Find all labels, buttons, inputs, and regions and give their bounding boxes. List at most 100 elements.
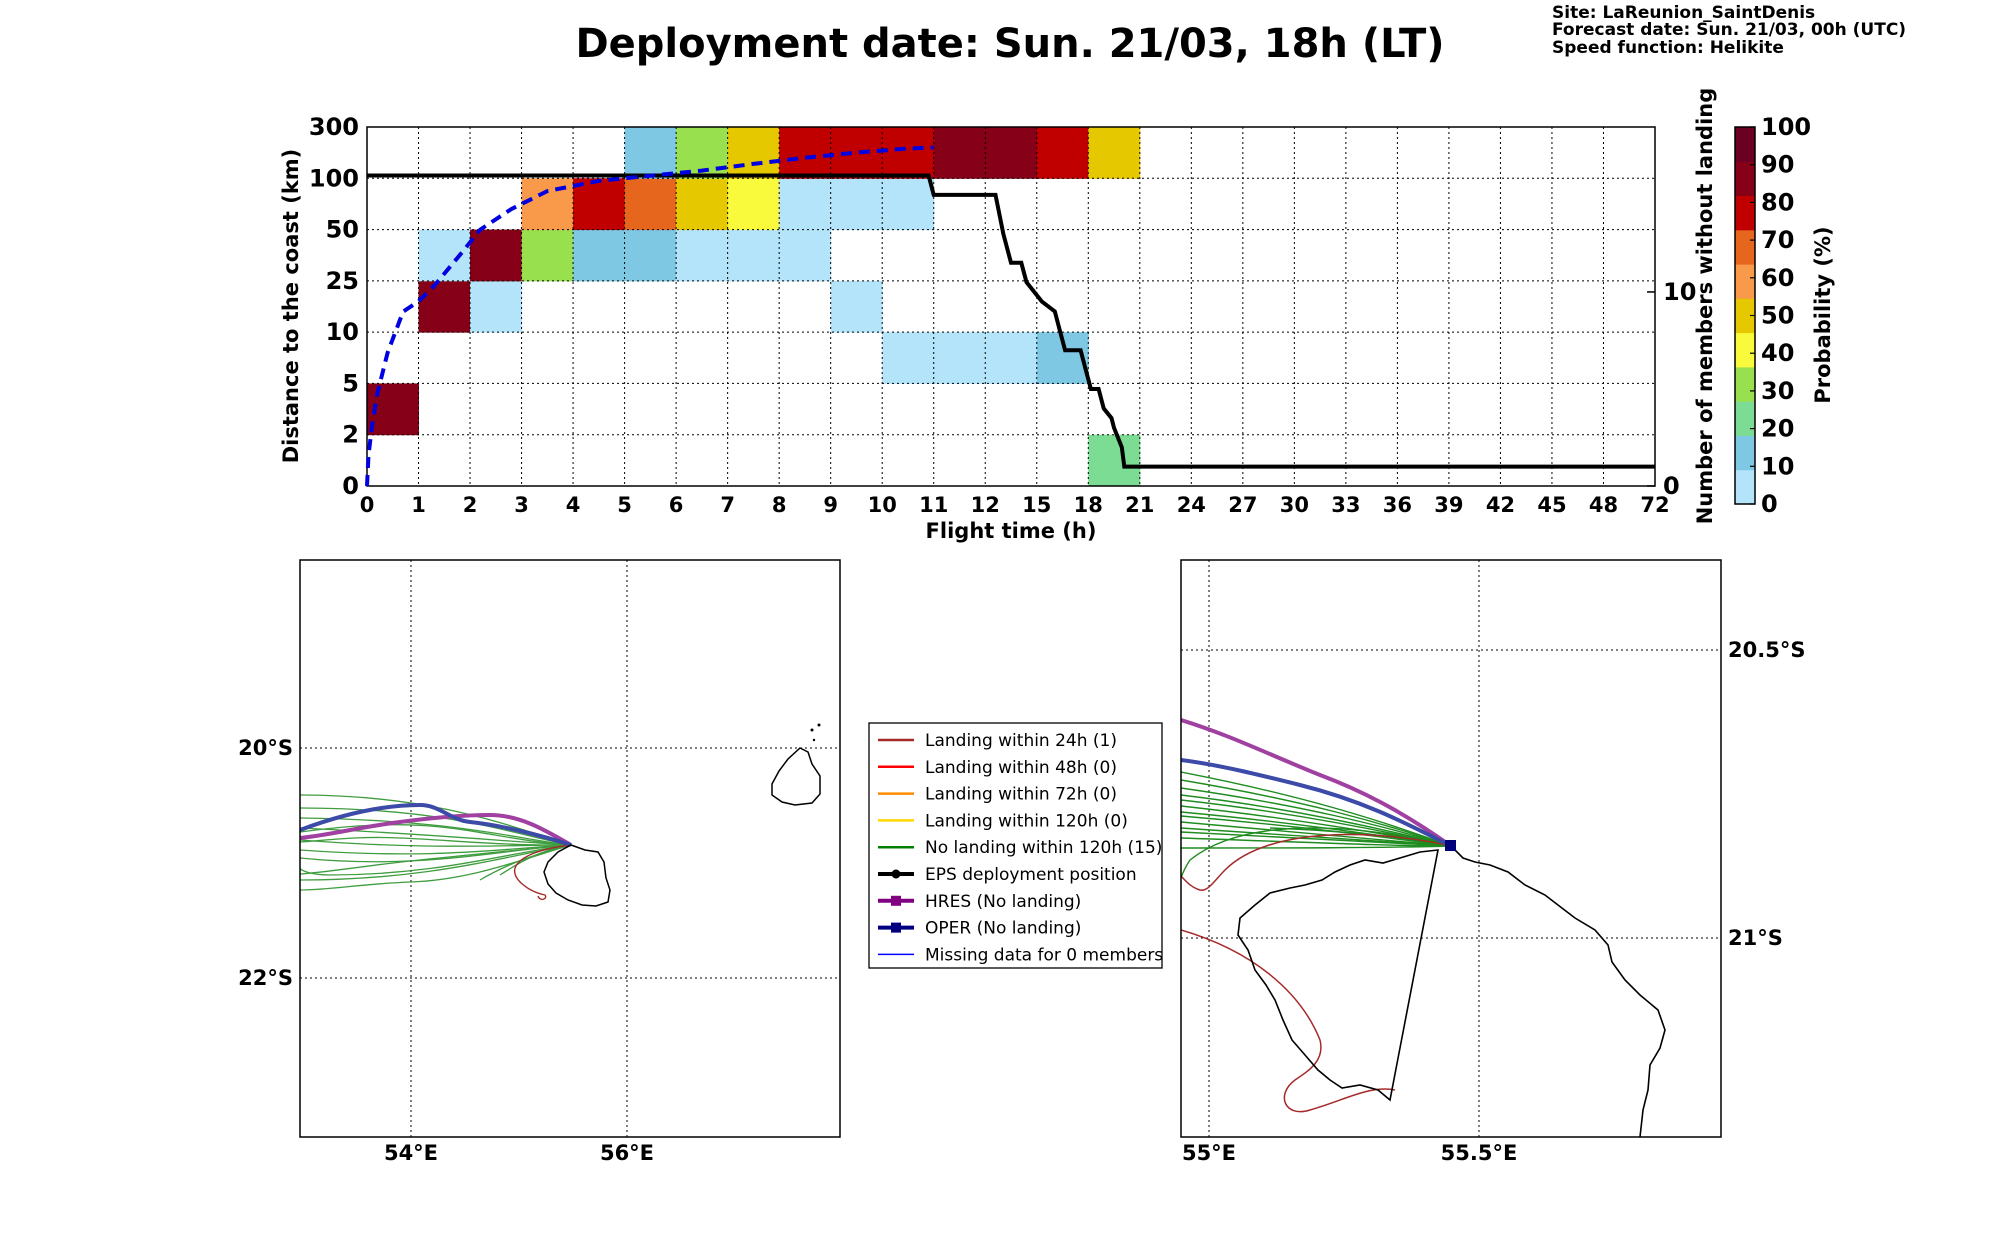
colorbar-tick-label: 60 bbox=[1761, 264, 1794, 292]
overview-oper-trajectory bbox=[300, 802, 572, 847]
overview-map: 54°E 56°E 20°S 22°S bbox=[238, 559, 841, 1165]
x-tick-label: 9 bbox=[823, 493, 838, 517]
legend-label: Landing within 72h (0) bbox=[925, 785, 1117, 805]
x-tick-label: 36 bbox=[1383, 493, 1412, 517]
members-without-landing-line bbox=[367, 173, 1655, 469]
speed-label: Speed function: Helikite bbox=[1552, 38, 1784, 58]
x-tick-label: 1 bbox=[411, 493, 426, 517]
legend-label: No landing within 120h (15) bbox=[925, 838, 1162, 858]
legend-item: OPER (No landing) bbox=[878, 919, 1081, 939]
y2-tick-labels: 0 10 bbox=[1647, 278, 1696, 500]
heatmap-cell bbox=[624, 127, 677, 179]
colorbar-tick-label: 20 bbox=[1761, 415, 1794, 443]
heatmap-cell bbox=[779, 178, 832, 231]
y-tick-label: 2 bbox=[342, 421, 359, 449]
x-tick-label: 3 bbox=[514, 493, 529, 517]
overview-lon-tick-54: 54°E bbox=[384, 1141, 438, 1165]
heatmap-cell bbox=[470, 280, 523, 333]
heatmap-cell bbox=[830, 280, 883, 333]
heatmap-cell bbox=[1088, 127, 1141, 179]
x-tick-label: 72 bbox=[1640, 493, 1669, 517]
zoom-map: 55°E 55.5°E 20.5°S 21°S bbox=[1180, 559, 1805, 1165]
colorbar-tick-label: 90 bbox=[1761, 151, 1794, 179]
heatmap-cell bbox=[882, 127, 935, 179]
heatmap-frame bbox=[366, 126, 1656, 487]
heatmap-cell bbox=[1088, 434, 1141, 487]
zoom-lat-tick-21: 21°S bbox=[1728, 926, 1783, 950]
zoom-map-frame bbox=[1180, 559, 1722, 1138]
colorbar-tick-label: 40 bbox=[1761, 339, 1794, 367]
colorbar-segment bbox=[1735, 195, 1755, 231]
rodrigues-dot-2 bbox=[817, 723, 821, 727]
legend-item: Landing within 24h (1) bbox=[878, 731, 1117, 751]
legend-swatch-square bbox=[891, 922, 901, 933]
site-label: Site: LaReunion_SaintDenis bbox=[1552, 3, 1815, 23]
legend-swatch-dot bbox=[891, 869, 901, 879]
x-tick-label: 48 bbox=[1589, 493, 1618, 517]
overview-landing-trajectory bbox=[514, 844, 572, 901]
heatmap-cell bbox=[676, 178, 729, 231]
legend-label: Missing data for 0 members bbox=[925, 945, 1163, 965]
legend-label: OPER (No landing) bbox=[925, 919, 1081, 939]
heatmap-cell bbox=[933, 127, 986, 179]
x-tick-label: 11 bbox=[919, 493, 948, 517]
x-tick-label: 42 bbox=[1486, 493, 1515, 517]
legend-item: EPS deployment position bbox=[878, 865, 1137, 885]
legend-swatch-square bbox=[891, 895, 901, 906]
colorbar-tick-label: 10 bbox=[1761, 452, 1794, 480]
y-tick-label: 300 bbox=[309, 113, 359, 141]
colorbar-tick-labels: 0 10 20 30 40 50 60 70 80 90 100 bbox=[1750, 113, 1811, 518]
colorbar-segment bbox=[1735, 161, 1755, 197]
y-axis-label: Distance to the coast (km) bbox=[279, 149, 303, 464]
heatmap-cell bbox=[985, 127, 1038, 179]
x-tick-label: 8 bbox=[772, 493, 787, 517]
x-tick-label: 5 bbox=[617, 493, 632, 517]
heatmap-cell bbox=[1036, 127, 1089, 179]
heatmap-cell bbox=[882, 332, 935, 384]
zoom-lat-tick-205: 20.5°S bbox=[1728, 638, 1805, 662]
y-tick-label: 25 bbox=[326, 267, 359, 295]
colorbar-label: Probability (%) bbox=[1811, 226, 1835, 403]
heatmap-cell bbox=[727, 229, 780, 282]
heatmap-cell bbox=[882, 178, 935, 231]
page-title: Deployment date: Sun. 21/03, 18h (LT) bbox=[575, 21, 1444, 67]
colorbar-segment bbox=[1735, 127, 1755, 162]
heatmap-cell bbox=[573, 178, 626, 231]
colorbar-tick-label: 80 bbox=[1761, 188, 1794, 216]
colorbar-tick-label: 70 bbox=[1761, 226, 1794, 254]
colorbar-tick-label: 0 bbox=[1761, 490, 1778, 518]
heatmap-cell bbox=[830, 127, 883, 179]
reunion-island-large bbox=[1237, 845, 1666, 1137]
x-tick-label: 2 bbox=[463, 493, 478, 517]
x-tick-label: 18 bbox=[1074, 493, 1103, 517]
colorbar-segments bbox=[1735, 127, 1755, 505]
legend-label: Landing within 24h (1) bbox=[925, 731, 1117, 751]
heatmap-cell bbox=[727, 127, 780, 179]
zoom-hres-trajectory bbox=[1181, 718, 1453, 848]
legend-frame bbox=[868, 722, 1163, 969]
x-tick-labels: 0 1 2 3 4 5 6 7 8 9 10 11 12 15 18 21 24 27 30 33 36 39 42 45 48… bbox=[360, 493, 1670, 517]
x-tick-label: 27 bbox=[1228, 493, 1257, 517]
y2-tick-label: 0 bbox=[1663, 472, 1680, 500]
x-tick-label: 24 bbox=[1177, 493, 1206, 517]
overview-lat-tick-22: 22°S bbox=[238, 966, 293, 990]
deployment-position-marker bbox=[1445, 840, 1456, 851]
colorbar-segment bbox=[1735, 229, 1755, 265]
x-tick-label: 7 bbox=[720, 493, 735, 517]
zoom-landing-trajectory bbox=[1181, 833, 1452, 1113]
x-tick-label: 33 bbox=[1331, 493, 1360, 517]
x-tick-label: 10 bbox=[868, 493, 897, 517]
colorbar-tick-label: 50 bbox=[1761, 302, 1794, 330]
y2-axis-label: Number of members without landing bbox=[1693, 88, 1717, 525]
colorbar-segment bbox=[1735, 366, 1755, 402]
heatmap-plot: 0 1 2 3 4 5 6 7 8 9 10 11 12 15 18 21 24 27 30 33 36 39 42 45 48… bbox=[279, 88, 1717, 543]
x-tick-label: 12 bbox=[971, 493, 1000, 517]
legend-item: Landing within 120h (0) bbox=[878, 811, 1128, 831]
x-tick-label: 6 bbox=[669, 493, 684, 517]
heatmap-cell bbox=[779, 229, 832, 282]
y-tick-label: 0 bbox=[342, 472, 359, 500]
legend: Landing within 24h (1) Landing within 48h… bbox=[868, 722, 1163, 969]
legend-label: Landing within 48h (0) bbox=[925, 758, 1117, 778]
x-axis-label: Flight time (h) bbox=[926, 519, 1097, 543]
zoom-map-gridlines bbox=[1181, 560, 1721, 1137]
